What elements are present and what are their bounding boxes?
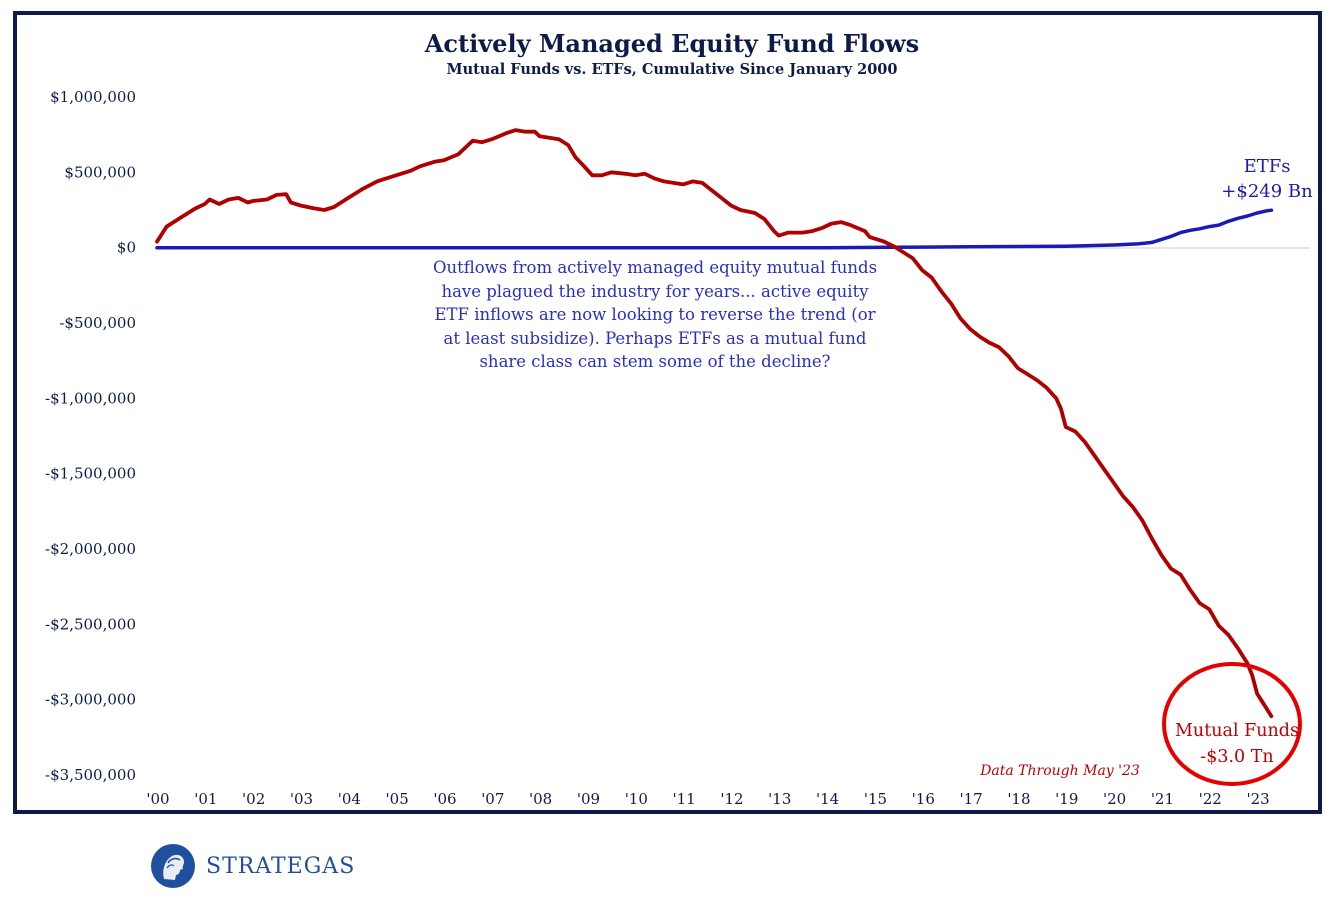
x-tick-label: '18 bbox=[1007, 790, 1030, 808]
y-tick-label: -$3,000,000 bbox=[45, 691, 136, 709]
x-tick-label: '22 bbox=[1199, 790, 1222, 808]
y-axis: $1,000,000 $500,000 $0 -$500,000 -$1,000,000… bbox=[45, 88, 136, 784]
etf-series-line bbox=[155, 208, 1274, 250]
note-line: ETF inflows are now looking to reverse t… bbox=[434, 305, 876, 324]
y-tick-label: -$1,500,000 bbox=[45, 465, 136, 483]
y-tick-label: $0 bbox=[117, 239, 136, 257]
x-tick-label: '03 bbox=[290, 790, 313, 808]
mf-label-line2: -$3.0 Tn bbox=[1200, 747, 1273, 767]
x-tick-label: '20 bbox=[1103, 790, 1126, 808]
x-tick-label: '13 bbox=[768, 790, 791, 808]
chart-subtitle: Mutual Funds vs. ETFs, Cumulative Since … bbox=[447, 61, 898, 78]
x-tick-label: '04 bbox=[338, 790, 361, 808]
y-tick-label: $500,000 bbox=[64, 163, 136, 181]
x-tick-label: '00 bbox=[146, 790, 169, 808]
x-tick-label: '10 bbox=[625, 790, 648, 808]
x-tick-label: '12 bbox=[720, 790, 743, 808]
note-line: have plagued the industry for years... a… bbox=[441, 281, 869, 301]
y-tick-label: $1,000,000 bbox=[50, 88, 136, 106]
x-tick-label: '19 bbox=[1055, 790, 1078, 808]
chart-title: Actively Managed Equity Fund Flows bbox=[424, 29, 919, 58]
x-tick-label: '21 bbox=[1151, 790, 1174, 808]
y-tick-label: -$1,000,000 bbox=[45, 389, 136, 407]
x-tick-label: '16 bbox=[912, 790, 935, 808]
x-tick-label: '02 bbox=[242, 790, 265, 808]
etf-label-line2: +$249 Bn bbox=[1221, 181, 1313, 202]
x-tick-label: '11 bbox=[673, 790, 696, 808]
etf-label-line1: ETFs bbox=[1244, 156, 1291, 177]
logo-text: STRATEGAS bbox=[206, 853, 356, 879]
note-line: Outflows from actively managed equity mu… bbox=[432, 258, 878, 277]
y-tick-label: -$2,000,000 bbox=[45, 540, 136, 558]
note-line: at least subsidize). Perhaps ETFs as a m… bbox=[443, 328, 867, 348]
x-axis: '00 '01 '02 '03 '04 '05 '06 '07 '08 '09 '10 '11 '12 '… bbox=[146, 790, 1269, 808]
y-tick-label: -$500,000 bbox=[59, 314, 136, 332]
strategas-head-icon bbox=[151, 844, 195, 888]
mf-label-line1: Mutual Funds bbox=[1175, 721, 1299, 741]
x-tick-label: '09 bbox=[577, 790, 600, 808]
x-tick-label: '23 bbox=[1246, 790, 1269, 808]
strategas-logo: STRATEGAS bbox=[150, 843, 355, 889]
x-tick-label: '06 bbox=[433, 790, 456, 808]
x-tick-label: '17 bbox=[959, 790, 982, 808]
mutual-funds-highlight-circle bbox=[1162, 662, 1302, 786]
x-tick-label: '14 bbox=[816, 790, 839, 808]
annotation-note: Outflows from actively managed equity mu… bbox=[395, 256, 915, 374]
y-tick-label: -$2,500,000 bbox=[45, 615, 136, 633]
chart-frame bbox=[13, 11, 1322, 814]
x-tick-label: '07 bbox=[481, 790, 504, 808]
x-tick-label: '05 bbox=[386, 790, 409, 808]
x-tick-label: '08 bbox=[529, 790, 552, 808]
x-tick-label: '15 bbox=[864, 790, 887, 808]
mutual-funds-series-line bbox=[155, 128, 1274, 719]
data-through-note: Data Through May '23 bbox=[979, 763, 1140, 779]
x-tick-label: '01 bbox=[194, 790, 217, 808]
y-tick-label: -$3,500,000 bbox=[45, 766, 136, 784]
note-line: share class can stem some of the decline… bbox=[479, 352, 831, 371]
